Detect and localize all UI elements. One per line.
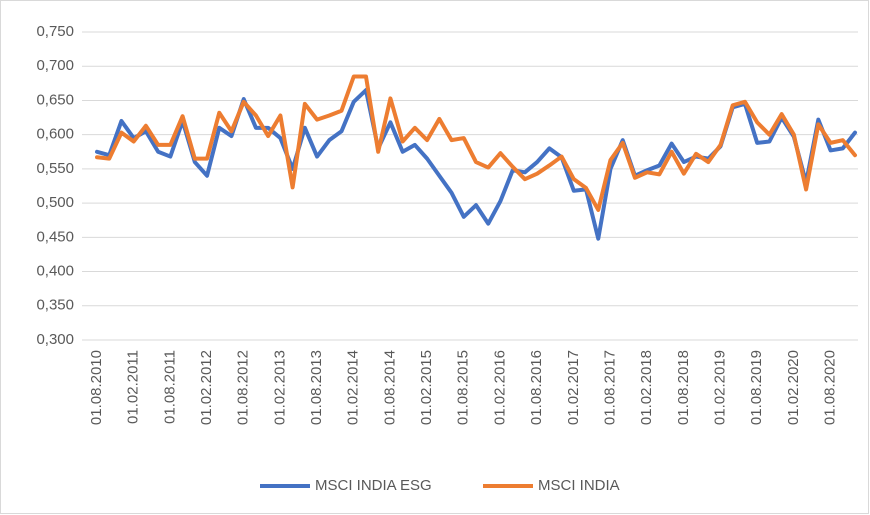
- x-tick-label: 01.02.2017: [565, 350, 582, 425]
- y-tick-label: 0,400: [36, 263, 74, 280]
- x-tick-label: 01.02.2013: [271, 350, 288, 425]
- x-tick-label: 01.08.2019: [748, 350, 765, 425]
- x-tick-label: 01.08.2014: [381, 350, 398, 425]
- x-tick-label: 01.02.2018: [638, 350, 655, 425]
- x-tick-label: 01.02.2012: [198, 350, 215, 425]
- y-tick-label: 0,300: [36, 331, 74, 348]
- y-tick-label: 0,650: [36, 91, 74, 108]
- y-tick-label: 0,600: [36, 126, 74, 143]
- legend-label: MSCI INDIA: [538, 477, 620, 494]
- x-tick-label: 01.08.2015: [455, 350, 472, 425]
- y-tick-label: 0,700: [36, 57, 74, 74]
- series-line: [95, 74, 857, 212]
- x-tick-label: 01.08.2010: [88, 350, 105, 425]
- x-tick-label: 01.08.2018: [675, 350, 692, 425]
- x-tick-label: 01.08.2012: [235, 350, 252, 425]
- legend-label: MSCI INDIA ESG: [315, 477, 432, 494]
- x-tick-label: 01.02.2019: [711, 350, 728, 425]
- x-tick-label: 01.08.2017: [601, 350, 618, 425]
- y-tick-label: 0,750: [36, 23, 74, 40]
- y-tick-label: 0,500: [36, 194, 74, 211]
- x-tick-label: 01.02.2016: [491, 350, 508, 425]
- x-tick-label: 01.08.2016: [528, 350, 545, 425]
- x-tick-label: 01.02.2014: [345, 350, 362, 425]
- y-tick-label: 0,450: [36, 228, 74, 245]
- x-tick-label: 01.08.2020: [822, 350, 839, 425]
- x-tick-label: 01.02.2011: [125, 350, 142, 424]
- x-tick-label: 01.08.2011: [161, 350, 178, 424]
- x-tick-label: 01.08.2013: [308, 350, 325, 425]
- y-tick-label: 0,550: [36, 160, 74, 177]
- x-tick-label: 01.02.2020: [785, 350, 802, 425]
- x-tick-label: 01.02.2015: [418, 350, 435, 425]
- y-tick-label: 0,350: [36, 297, 74, 314]
